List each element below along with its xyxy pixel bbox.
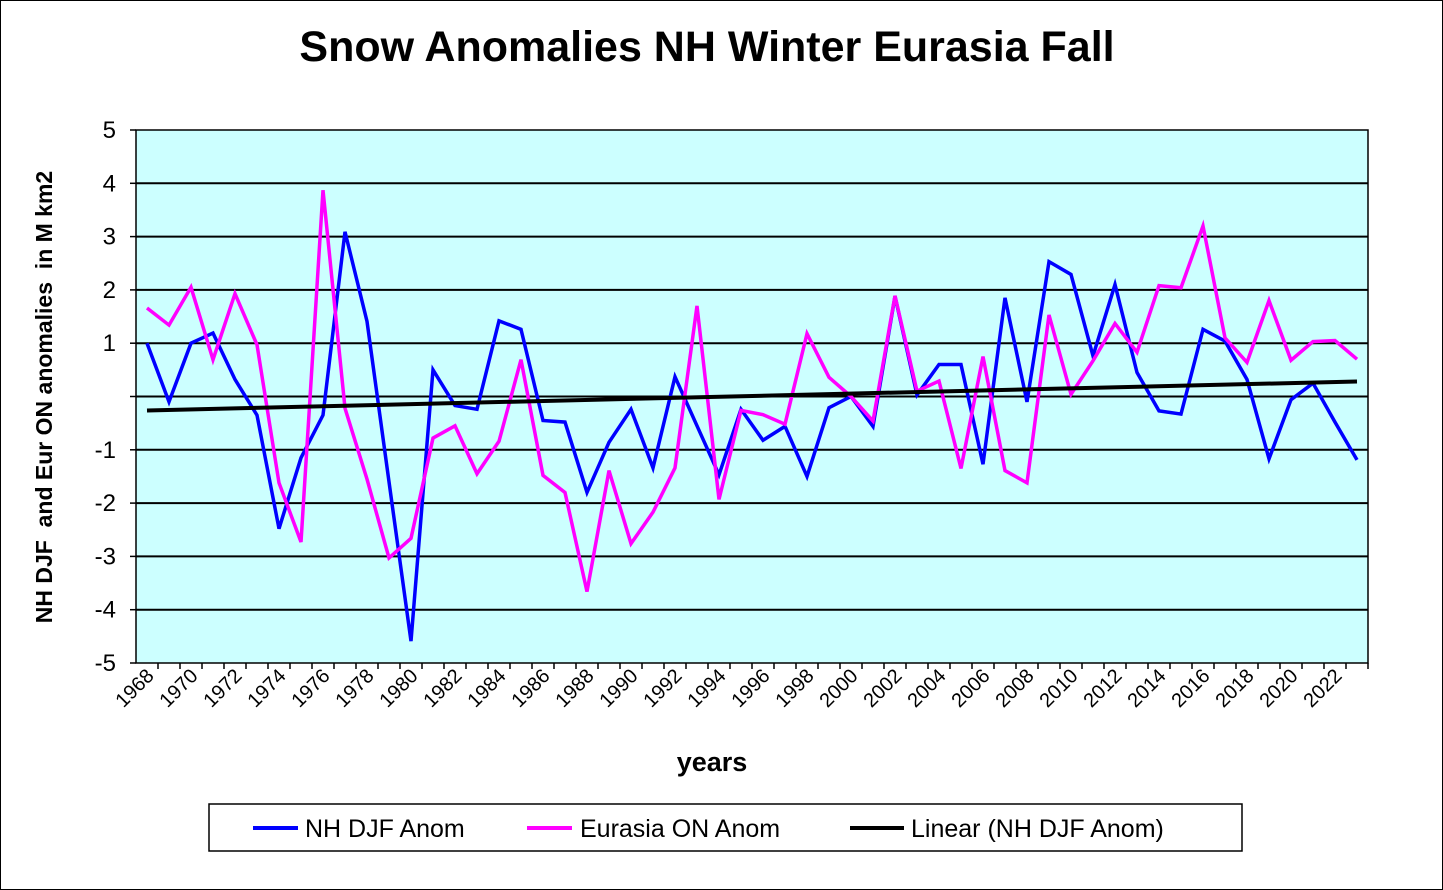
x-tick-label: 2008 [992,665,1039,712]
legend-label-linear: Linear (NH DJF Anom) [911,815,1164,843]
y-tick-label: -5 [95,650,116,677]
y-axis-label: NH DJF and Eur ON anomalies in M km2 [31,171,57,623]
x-tick-label: 1968 [112,665,159,712]
x-tick-label: 1980 [376,665,423,712]
chart-title: Snow Anomalies NH Winter Eurasia Fall [299,23,1114,71]
x-tick-label: 1990 [596,665,643,712]
x-tick-label: 1996 [728,665,775,712]
x-tick-label: 1986 [508,665,555,712]
y-tick-label: -3 [95,543,116,570]
y-tick-label: -4 [95,597,116,624]
y-tick-label: 5 [103,117,116,144]
legend-label-eurasia: Eurasia ON Anom [580,815,780,843]
x-tick-label: 1992 [640,665,687,712]
y-tick-label: 4 [103,170,116,197]
x-tick-label: 1972 [200,665,247,712]
legend-label-nh: NH DJF Anom [305,815,465,843]
legend-box [208,803,1243,852]
x-tick-label: 1994 [684,665,731,712]
trend-line [146,379,1358,413]
x-axis-label: years [677,747,748,777]
x-tick-label: 2010 [1036,665,1083,712]
x-tick-label: 2020 [1256,665,1303,712]
y-tick-label: -2 [95,490,116,517]
x-tick-label: 2006 [948,665,995,712]
x-tick-label: 1998 [772,665,819,712]
x-tick-label: 2000 [816,665,863,712]
series-line-eurasia-on [145,190,1359,592]
x-tick-label: 2002 [860,665,907,712]
series-line-nh-djf [145,231,1359,642]
x-tick-label: 2022 [1300,665,1347,712]
x-tick-label: 1982 [420,665,467,712]
x-tick-label: 1978 [332,665,379,712]
legend: NH DJF Anom Eurasia ON Anom Linear (NH D… [208,803,1243,852]
x-tick-label: 2018 [1212,665,1259,712]
x-tick-label: 2012 [1080,665,1127,712]
x-tick-label: 1970 [156,665,203,712]
y-tick-label: 1 [103,330,116,357]
y-tick-label: 3 [103,224,116,251]
x-tick-label: 2004 [904,665,951,712]
y-tick-label: 2 [103,277,116,304]
x-tick-label: 2014 [1124,665,1171,712]
x-tick-label: 1984 [464,665,511,712]
x-tick-label: 2016 [1168,665,1215,712]
x-tick-label: 1974 [244,665,291,712]
x-tick-label: 1988 [552,665,599,712]
x-tick-label: 1976 [288,665,335,712]
y-tick-label: -1 [95,437,116,464]
